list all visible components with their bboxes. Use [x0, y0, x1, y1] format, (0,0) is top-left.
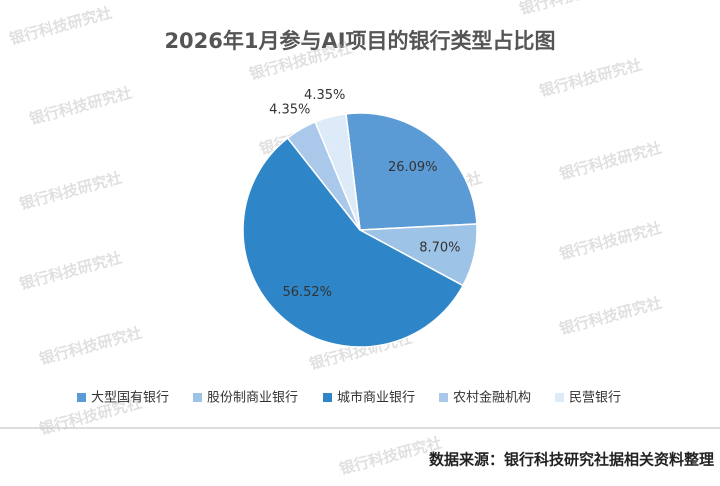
data-label: 4.35%: [304, 88, 345, 103]
pie-slice: [345, 112, 478, 231]
legend-label: 城市商业银行: [337, 390, 415, 406]
watermark: 银行科技研究社: [18, 169, 124, 214]
watermark: 银行科技研究社: [558, 294, 664, 339]
legend-label: 大型国有银行: [91, 391, 169, 406]
watermark: 银行科技研究社: [28, 84, 134, 129]
legend-swatch: [323, 393, 332, 402]
watermark: 银行科技研究社: [338, 434, 444, 479]
legend-swatch: [439, 393, 448, 402]
legend-swatch: [193, 393, 202, 402]
watermark: 银行科技研究社: [18, 249, 124, 294]
watermark: 银行科技研究社: [558, 219, 664, 264]
watermark: 银行科技研究社: [518, 0, 624, 18]
pie-slice: [314, 113, 361, 231]
legend-label: 股份制商业银行: [207, 391, 298, 406]
pie-slice: [242, 136, 464, 348]
legend-swatch: [555, 393, 564, 402]
legend-label: 农村金融机构: [453, 390, 531, 406]
chart-title: 2026年1月参与AI项目的银行类型占比图: [164, 29, 555, 53]
watermark: 银行科技研究社: [538, 56, 644, 101]
data-label: 56.52%: [282, 285, 332, 300]
legend-label: 民营银行: [569, 391, 621, 406]
data-label: 8.70%: [419, 241, 460, 256]
data-label: 26.09%: [388, 160, 438, 175]
legend-swatch: [77, 393, 86, 402]
source-note: 数据来源：银行科技研究社据相关资料整理: [429, 451, 714, 469]
watermark: 银行科技研究社: [8, 4, 114, 49]
watermark: 银行科技研究社: [558, 139, 664, 184]
watermark: 银行科技研究社: [38, 324, 144, 369]
data-label: 4.35%: [269, 103, 310, 118]
